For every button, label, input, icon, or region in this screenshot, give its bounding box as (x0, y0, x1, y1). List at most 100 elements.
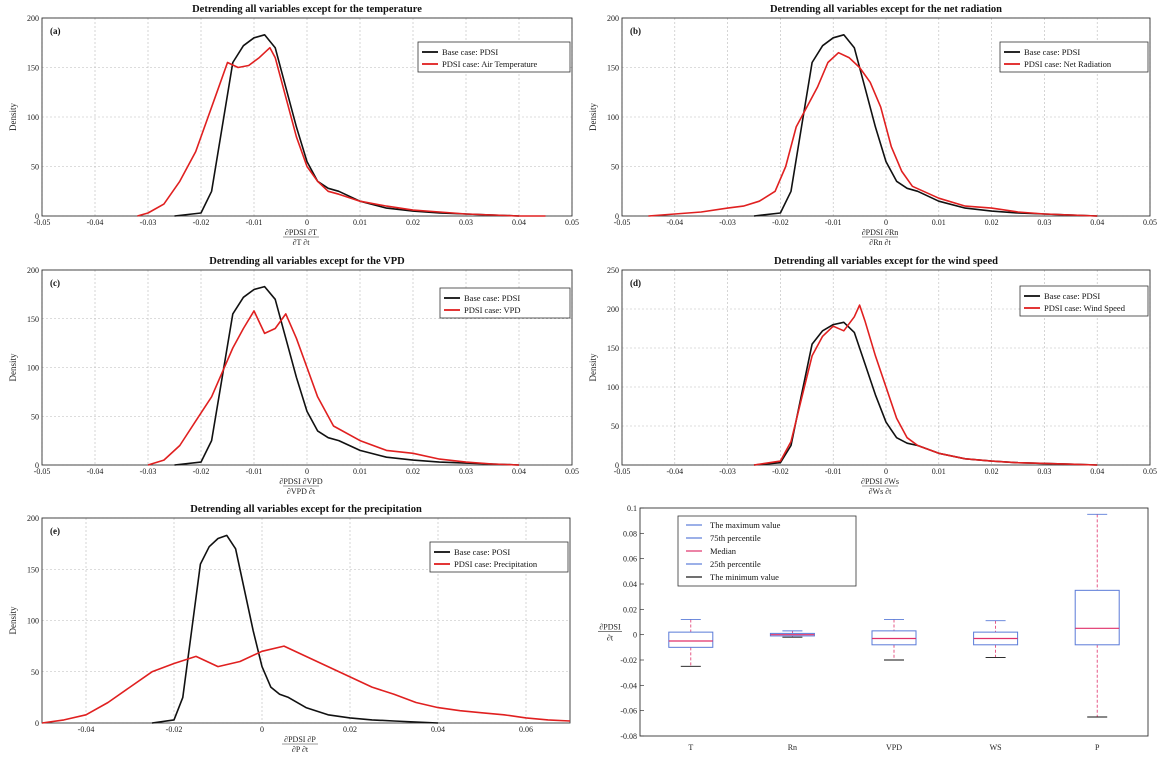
x-tick-label: 0.04 (512, 218, 526, 227)
y-tick-label: 0 (35, 719, 39, 728)
x-tick-label: 0.01 (932, 218, 946, 227)
x-tick-label: -0.02 (772, 218, 789, 227)
x-tick-label: 0.02 (985, 467, 999, 476)
box-Rn (769, 630, 815, 638)
density-panel-5: Detrending all variables except for the … (8, 504, 571, 754)
x-tick-label: -0.01 (246, 218, 263, 227)
y-tick-label: 0 (35, 461, 39, 470)
x-tick-label: 0.02 (985, 218, 999, 227)
x-tick-label: 0 (884, 218, 888, 227)
legend: Base case: PDSI PDSI case: Net Radiation (999, 41, 1149, 73)
y-axis-label: Density (8, 606, 18, 634)
x-tick-label: 0 (260, 725, 264, 734)
y-tick-label: 200 (607, 14, 619, 23)
y-tick-label: 200 (27, 266, 39, 275)
panel-title: Detrending all variables except for the … (774, 256, 998, 267)
legend: Base case: POSI PDSI case: Precipitation (429, 541, 569, 573)
boxplot-legend: The maximum value 75th percentile Median 25… (677, 515, 857, 587)
x-tick-label: 0.04 (1090, 467, 1104, 476)
x-tick-label: WS (990, 743, 1002, 752)
x-tick-label: -0.01 (825, 218, 842, 227)
y-tick-label: 100 (27, 113, 39, 122)
x-tick-label: 0.05 (565, 467, 579, 476)
legend: Base case: PDSI PDSI case: Air Temperatur… (417, 41, 571, 73)
legend-entry: Base case: PDSI (1044, 291, 1100, 301)
series-line-2 (648, 51, 1098, 217)
y-tick-label: 200 (27, 514, 39, 523)
x-tick-label: -0.02 (193, 467, 210, 476)
x-axis-label-numerator: ∂PDSI ∂T (285, 228, 317, 237)
x-tick-label: -0.01 (246, 467, 263, 476)
x-tick-label: -0.03 (140, 218, 157, 227)
y-tick-label: 0 (633, 631, 637, 640)
series-line-2 (753, 304, 1098, 466)
y-tick-label: 200 (607, 305, 619, 314)
x-axis-label-denominator: ∂P ∂t (292, 745, 309, 754)
series-line-1 (174, 33, 520, 217)
x-tick-label: -0.05 (34, 467, 51, 476)
x-tick-label: 0.05 (1143, 467, 1157, 476)
x-tick-label: -0.04 (666, 218, 683, 227)
y-tick-label: 150 (27, 565, 39, 574)
x-tick-label: 0.02 (406, 218, 420, 227)
series-line-1 (753, 33, 1098, 217)
y-tick-label: 150 (607, 64, 619, 73)
y-axis-label: Density (588, 103, 598, 131)
box-WS (973, 620, 1019, 658)
x-axis-label-denominator: ∂T ∂t (293, 238, 311, 247)
y-tick-label: 150 (27, 315, 39, 324)
legend-entry: 25th percentile (710, 559, 761, 569)
legend-entry: PDSI case: Air Temperature (442, 59, 538, 69)
y-tick-label: 50 (611, 163, 619, 172)
panel-label: (d) (630, 278, 641, 288)
legend: Base case: PDSI PDSI case: Wind Speed (1019, 285, 1149, 317)
legend-entry: Base case: PDSI (442, 47, 498, 57)
x-tick-label: 0.01 (353, 218, 367, 227)
legend-box (1019, 285, 1149, 317)
y-tick-label: 50 (31, 668, 39, 677)
x-tick-label: -0.04 (78, 725, 95, 734)
plot-frame (621, 17, 1151, 217)
legend-entry: Base case: POSI (454, 547, 510, 557)
y-axis-label: Density (8, 353, 18, 381)
x-tick-label: -0.02 (772, 467, 789, 476)
legend: Base case: PDSI PDSI case: VPD (439, 287, 571, 319)
density-panel-2: Detrending all variables except for the … (588, 4, 1157, 247)
series-line-2 (147, 310, 520, 466)
box-VPD (871, 619, 917, 661)
plot-frame (41, 517, 571, 724)
y-axis-label-denominator: ∂t (607, 634, 614, 643)
series-line-2 (137, 46, 546, 217)
x-tick-label: 0.04 (1090, 218, 1104, 227)
legend-entry: PDSI case: Precipitation (454, 559, 538, 569)
y-tick-label: 0.04 (623, 580, 637, 589)
x-tick-label: 0.03 (1037, 467, 1051, 476)
density-panel-4: Detrending all variables except for the … (588, 256, 1157, 496)
y-tick-label: 100 (607, 113, 619, 122)
x-tick-label: P (1095, 743, 1100, 752)
x-tick-label: 0.05 (1143, 218, 1157, 227)
iqr-box (1074, 589, 1120, 646)
x-tick-label: -0.02 (193, 218, 210, 227)
legend-entry: PDSI case: Net Radiation (1024, 59, 1112, 69)
panel-label: (a) (50, 26, 61, 36)
y-tick-label: 0.1 (627, 504, 637, 513)
panel-title: Detrending all variables except for the … (190, 504, 422, 515)
boxplot-panel: -0.08 -0.06 -0.04 -0.02 0 0.02 0.04 0.06 0.08 0.1… (598, 504, 1149, 752)
x-tick-label: 0.06 (519, 725, 533, 734)
x-tick-label: T (688, 743, 693, 752)
y-tick-label: -0.04 (620, 681, 637, 690)
plot-frame (41, 269, 573, 466)
series-line-1 (753, 321, 1098, 466)
x-tick-label: Rn (788, 743, 797, 752)
plot-frame (41, 17, 573, 217)
x-tick-label: 0.02 (406, 467, 420, 476)
x-axis-label-numerator: ∂PDSI ∂P (284, 735, 316, 744)
legend-box (429, 541, 569, 573)
x-tick-label: -0.04 (87, 467, 104, 476)
y-axis-label-numerator: ∂PDSI (599, 623, 621, 632)
y-axis-label: Density (588, 353, 598, 381)
y-tick-label: 250 (607, 266, 619, 275)
y-tick-label: 50 (31, 163, 39, 172)
